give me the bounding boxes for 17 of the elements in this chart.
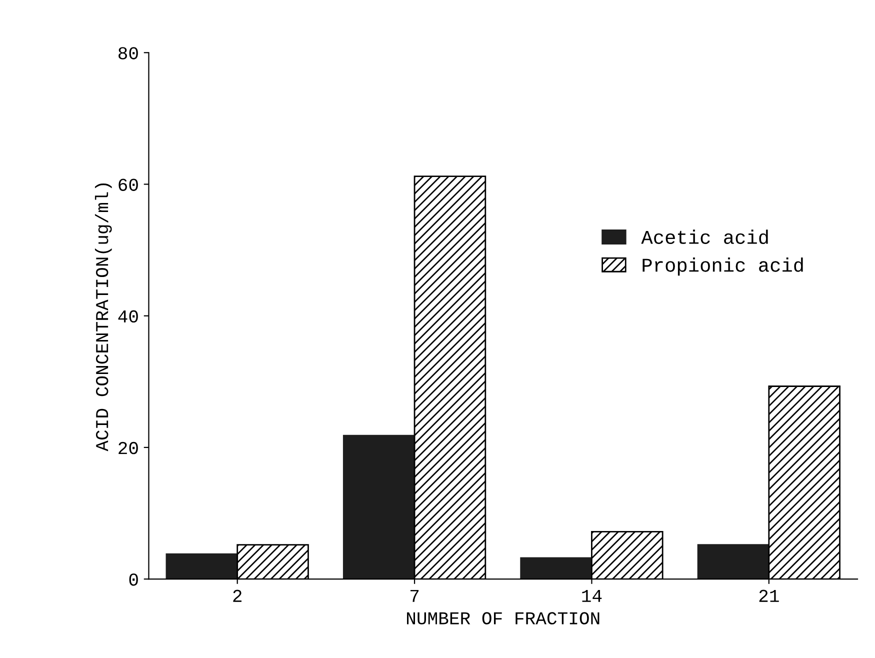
- x-tick-label: 2: [233, 590, 242, 602]
- y-axis-title: ACID CONCENTRATION(ug/ml): [94, 183, 112, 452]
- y-tick-label: 40: [118, 310, 138, 323]
- bar: [166, 553, 238, 580]
- x-tick-label: 7: [410, 590, 419, 602]
- x-tick-label: 14: [582, 590, 602, 602]
- bar: [697, 544, 770, 580]
- y-tick-label: 60: [118, 178, 138, 191]
- y-tick-label: 80: [118, 47, 138, 60]
- legend-label: Acetic acid: [641, 230, 768, 244]
- bar: [342, 434, 416, 580]
- y-tick-label: 0: [129, 574, 138, 586]
- x-axis-title: NUMBER OF FRACTION: [407, 612, 600, 624]
- x-tick-label: 21: [759, 590, 779, 602]
- y-tick-label: 20: [118, 442, 138, 454]
- legend-label: Propionic acid: [642, 258, 803, 276]
- bar: [520, 557, 592, 580]
